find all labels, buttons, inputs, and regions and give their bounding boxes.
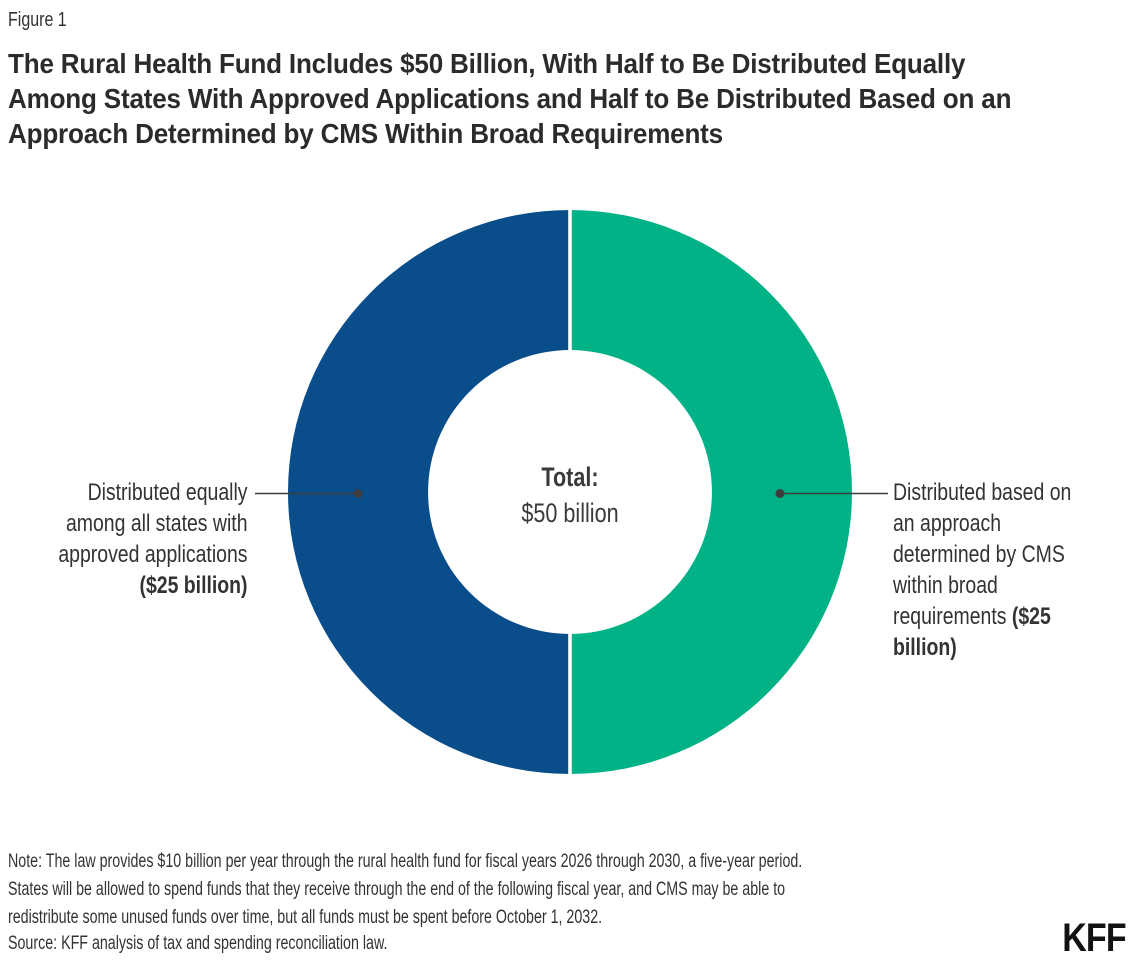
callout-line: an approach [893,510,1002,537]
callout-line: ($25 billion) [138,572,247,599]
callout-line: approved applications [57,541,247,568]
callout-line: Distributed based on [893,479,1072,506]
note-text: Note: The law provides $10 billion per y… [8,848,802,932]
total-label: Total: [541,462,599,492]
total-value: $50 billion [521,498,619,528]
leader-dot-left [353,489,363,498]
slice-separator [568,205,572,779]
callout-line: Distributed equally [87,479,248,506]
donut-slice-equal-distribution [288,210,570,774]
callout-line: requirements ($25 [893,603,1051,630]
donut-center-label: Total: $50 billion [450,459,690,531]
donut-slice-cms-distribution [570,210,852,774]
chart-title-line: The Rural Health Fund Includes $50 Billi… [8,48,966,79]
chart-title: The Rural Health Fund Includes $50 Billi… [8,46,1011,151]
callout-line: among all states with [65,510,248,537]
leader-dot-right [775,489,785,498]
note-line: States will be allowed to spend funds th… [8,879,786,900]
note-line: redistribute some unused funds over time… [8,907,603,928]
callout-label-right: Distributed based on an approach determine… [893,477,1071,663]
callout-line: within broad [893,572,998,599]
callout-line: determined by CMS [893,541,1065,568]
chart-title-line: Among States With Approved Applications … [8,83,1012,114]
callout-label-left: Distributed equally among all states with… [58,477,247,601]
note-line: Note: The law provides $10 billion per y… [8,851,803,872]
chart-title-line: Approach Determined by CMS Within Broad … [8,118,723,149]
figure-label: Figure 1 [8,9,67,31]
callout-line: billion) [893,634,957,661]
kff-logo: KFF [1062,916,1126,960]
source-text: Source: KFF analysis of tax and spending… [8,933,388,954]
